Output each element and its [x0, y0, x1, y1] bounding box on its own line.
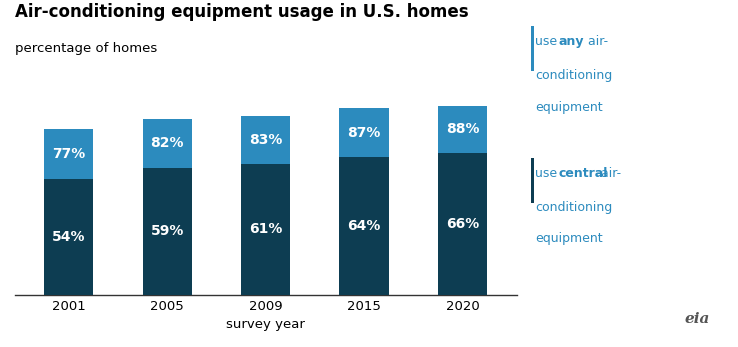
Text: air-: air-	[597, 167, 621, 179]
Bar	[438, 153, 487, 295]
Text: equipment: equipment	[535, 232, 603, 245]
Text: conditioning: conditioning	[535, 69, 613, 82]
Bar	[339, 108, 389, 157]
Text: Air-conditioning equipment usage in U.S. homes: Air-conditioning equipment usage in U.S.…	[15, 3, 469, 22]
Text: air-: air-	[584, 35, 608, 48]
X-axis label: survey year: survey year	[227, 318, 305, 331]
Text: 77%: 77%	[52, 147, 86, 161]
Bar	[241, 164, 290, 295]
Text: 83%: 83%	[249, 133, 283, 147]
Text: 64%: 64%	[348, 219, 381, 233]
Bar	[44, 129, 94, 179]
Text: central: central	[559, 167, 608, 179]
Text: conditioning: conditioning	[535, 201, 613, 214]
Bar	[142, 168, 192, 295]
Bar	[44, 179, 94, 295]
Text: 54%: 54%	[52, 230, 86, 244]
Bar	[142, 119, 192, 168]
Text: eia: eia	[685, 312, 710, 326]
Text: use: use	[535, 35, 561, 48]
Text: use: use	[535, 167, 561, 179]
Text: 66%: 66%	[446, 217, 479, 231]
Text: 82%: 82%	[151, 136, 184, 150]
Bar	[339, 157, 389, 295]
Text: 87%: 87%	[348, 126, 381, 139]
Bar	[438, 105, 487, 153]
Text: 61%: 61%	[249, 222, 283, 236]
Text: any: any	[559, 35, 584, 48]
Bar	[241, 116, 290, 164]
Text: percentage of homes: percentage of homes	[15, 42, 157, 54]
Text: 88%: 88%	[446, 122, 479, 136]
Text: 59%: 59%	[151, 225, 184, 238]
Text: equipment: equipment	[535, 101, 603, 113]
